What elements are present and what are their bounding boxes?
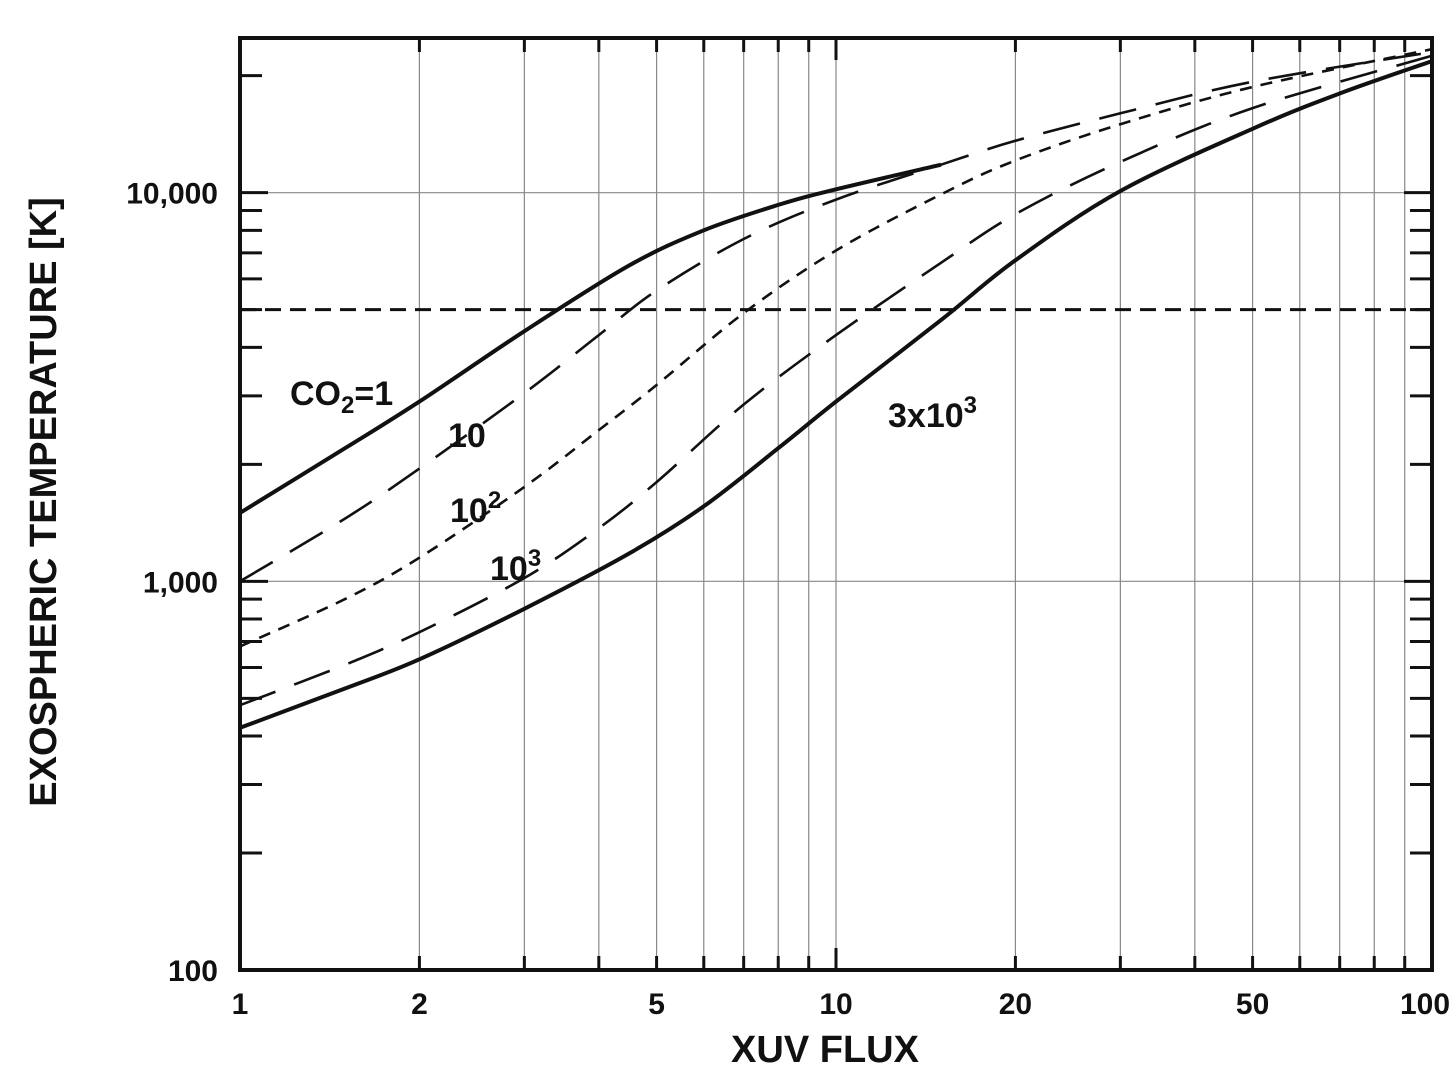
x-tick-label: 50 (1236, 988, 1269, 1021)
x-tick-labels: 1 2 5 10 20 50 100 (232, 988, 1450, 1021)
x-axis-title: XUV FLUX (731, 1029, 920, 1067)
curve-label-co2-1: CO2=1 (290, 375, 393, 419)
tick-marks (238, 38, 1434, 972)
curve-label-co2-sub: 2 (341, 392, 354, 419)
curve-label-10: 10 (448, 417, 486, 455)
curve-label-10-3: 103 (490, 545, 541, 588)
grid (240, 38, 1432, 970)
series-line-4 (239, 59, 1433, 730)
y-tick-label: 1,000 (143, 566, 218, 599)
series-group (238, 47, 1433, 730)
series-line-0 (238, 162, 942, 515)
curve-label-co2-value: =1 (354, 375, 393, 413)
x-tick-label: 1 (232, 988, 249, 1021)
x-tick-label: 2 (411, 988, 428, 1021)
series-line-1 (239, 50, 1433, 583)
x-tick-label: 10 (819, 988, 852, 1021)
y-tick-labels: 100 1,000 10,000 (126, 178, 218, 988)
x-tick-label: 20 (999, 988, 1032, 1021)
series-line-2 (239, 47, 1433, 648)
x-tick-label: 5 (648, 988, 665, 1021)
y-tick-label: 10,000 (126, 178, 218, 211)
y-axis-title: EXOSPHERIC TEMPERATURE [K] (23, 197, 65, 806)
y-tick-label: 100 (168, 955, 218, 988)
curve-label-co2-base: CO (290, 375, 341, 413)
curve-label-10-2: 102 (450, 487, 501, 530)
series-line-3 (239, 54, 1433, 707)
x-tick-label: 100 (1400, 988, 1450, 1021)
curve-label-3x10-3: 3x103 (888, 392, 977, 435)
